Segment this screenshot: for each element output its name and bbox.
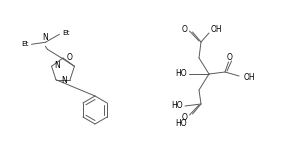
Text: Et: Et (62, 30, 70, 36)
Text: N: N (61, 76, 67, 85)
Text: OH: OH (244, 74, 256, 83)
Text: O: O (227, 52, 233, 62)
Text: HO: HO (171, 102, 183, 111)
Text: HO: HO (175, 69, 187, 78)
Text: O: O (181, 24, 187, 33)
Text: O: O (181, 114, 187, 123)
Text: N: N (55, 61, 60, 70)
Text: HO: HO (175, 119, 187, 128)
Text: N: N (42, 33, 48, 42)
Text: OH: OH (211, 24, 223, 33)
Text: Et: Et (21, 41, 28, 47)
Text: O: O (66, 52, 72, 62)
